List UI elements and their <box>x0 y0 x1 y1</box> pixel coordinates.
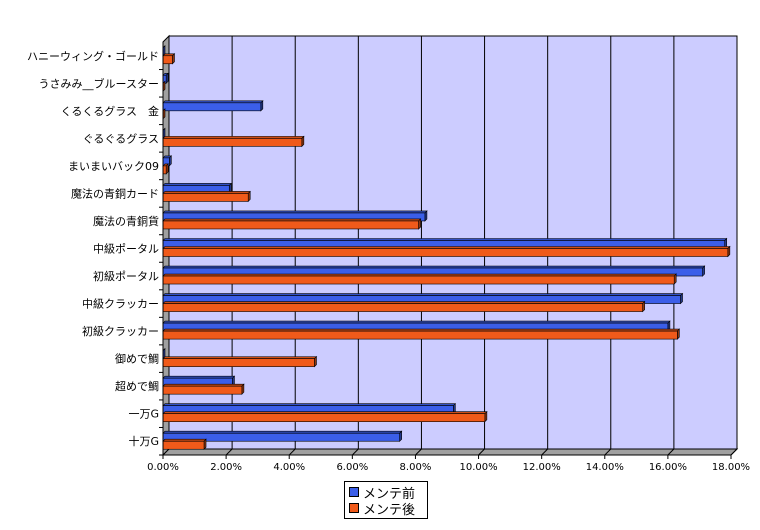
bar <box>162 410 488 423</box>
bar-top <box>162 218 422 222</box>
plot-area <box>159 34 739 459</box>
bar <box>162 328 681 340</box>
category-label: ハニーウィング・ゴールド <box>27 49 159 63</box>
category-label: くるくるグラス 金 <box>61 104 159 118</box>
x-tick-label: 18.00% <box>712 462 750 473</box>
bar <box>162 273 677 285</box>
bar <box>162 135 305 148</box>
category-label: 魔法の青銅カード <box>71 186 159 200</box>
gridline-floor <box>541 448 549 456</box>
gridline-floor <box>667 448 675 456</box>
bar-front <box>162 303 643 312</box>
bar-front <box>162 358 315 367</box>
bar <box>162 383 245 395</box>
bar-top <box>162 136 305 139</box>
bar-top <box>162 191 251 194</box>
gridline-floor <box>604 448 612 456</box>
bar-front <box>162 330 678 340</box>
bar-front <box>162 193 249 202</box>
bar <box>162 163 169 175</box>
bar-side <box>203 438 207 450</box>
bar <box>162 300 646 313</box>
bar-front <box>162 275 675 285</box>
category-label: うさみみ__ブルースター <box>39 76 159 90</box>
bar-front <box>162 138 303 147</box>
bar-top <box>162 246 731 249</box>
bar <box>162 237 728 250</box>
bar <box>162 438 207 450</box>
category-label: ぐるぐるグラス <box>83 131 159 145</box>
x-tick-label: 0.00% <box>147 462 179 473</box>
bar <box>162 182 232 195</box>
legend: メンテ前 メンテ後 <box>344 481 428 519</box>
bar-side <box>260 100 264 112</box>
x-tick-label: 10.00% <box>459 462 497 473</box>
bar-side <box>241 383 245 395</box>
bar-front <box>162 440 205 450</box>
bar <box>162 72 169 85</box>
x-tick-labels: 0.00% 2.00% 4.00% 6.00% 8.00% 10.00% 12.00% 14.… <box>147 462 750 473</box>
bar-front <box>162 413 486 423</box>
gridline-floor <box>288 448 296 456</box>
bar-top <box>162 100 264 104</box>
bar-front <box>162 55 173 65</box>
category-label: 十万G <box>128 434 159 448</box>
floor <box>161 448 739 456</box>
x-tick-label: 16.00% <box>649 462 687 473</box>
bar-front <box>162 220 419 230</box>
bar-side <box>642 300 645 313</box>
category-label: 魔法の青銅貨 <box>93 214 159 228</box>
bar <box>162 218 422 230</box>
bar-top <box>162 183 232 186</box>
bar-front <box>162 102 262 112</box>
gridline-floor <box>351 448 359 456</box>
bar <box>162 190 251 203</box>
gridline-floor <box>225 448 233 456</box>
category-label: まいまいバック09 <box>68 160 159 173</box>
category-label: 超めで鯛 <box>115 379 159 393</box>
bar <box>162 210 428 222</box>
gridline-floor <box>730 448 738 456</box>
x-tick-label: 12.00% <box>523 462 561 473</box>
x-tick-label: 8.00% <box>400 462 432 473</box>
category-label: 初級クラッカー <box>82 324 159 338</box>
category-label: 中級ポータル <box>93 243 159 256</box>
bar-top <box>162 238 728 241</box>
bar-front <box>162 248 729 257</box>
gridline-floor <box>478 448 485 456</box>
bar <box>162 53 176 65</box>
bar-side <box>169 155 172 167</box>
legend-item-before: メンテ前 <box>349 484 423 502</box>
bar <box>162 155 173 167</box>
x-tick-label: 2.00% <box>210 462 242 473</box>
category-label: 一万G <box>128 408 159 421</box>
gridline-floor <box>415 448 422 456</box>
legend-item-after: メンテ後 <box>349 500 423 518</box>
category-label: 御めで鯛 <box>115 352 159 366</box>
bar <box>162 100 264 112</box>
category-label: 初級ポータル <box>93 269 159 283</box>
legend-label-after: メンテ後 <box>363 502 416 518</box>
bar-front <box>162 385 243 395</box>
category-label: 中級クラッカー <box>82 298 159 311</box>
x-tick-label: 6.00% <box>336 462 368 473</box>
legend-label-before: メンテ前 <box>363 486 416 502</box>
legend-swatch-before <box>349 487 359 497</box>
bar <box>162 245 731 258</box>
x-tick-label: 14.00% <box>586 462 624 473</box>
x-tick-label: 4.00% <box>273 462 305 473</box>
bar <box>162 355 318 368</box>
legend-swatch-after <box>349 503 359 513</box>
bar-top <box>162 210 428 214</box>
